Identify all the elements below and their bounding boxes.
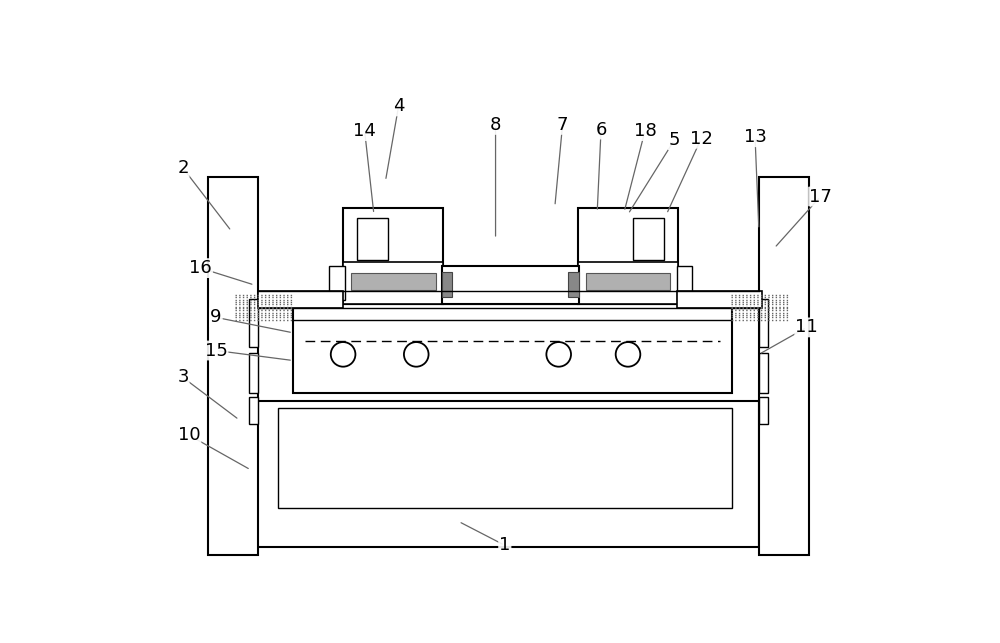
Bar [249,353,258,393]
Text: 6: 6 [595,120,607,138]
Text: 15: 15 [205,341,227,359]
Bar [329,266,345,300]
Bar [677,291,762,308]
Bar [278,408,732,509]
Text: 9: 9 [210,309,222,327]
Bar [442,272,452,296]
Text: 13: 13 [744,128,766,146]
Bar [249,299,258,347]
Text: 14: 14 [353,122,376,140]
Bar [759,353,768,393]
Bar [677,266,692,300]
Bar [759,299,768,347]
Text: 5: 5 [668,131,680,149]
Text: 3: 3 [177,368,189,386]
Text: 8: 8 [490,116,501,134]
Bar [586,273,670,290]
Bar [357,218,388,260]
Bar [568,272,579,296]
Bar [759,397,768,424]
Bar [343,208,443,304]
Bar [249,397,258,424]
Text: 10: 10 [178,426,200,444]
Bar [633,218,664,260]
Text: 2: 2 [177,159,189,177]
Bar [578,262,678,304]
Bar [351,273,436,290]
Text: 17: 17 [809,188,832,206]
Bar [208,177,258,554]
Text: 7: 7 [557,116,568,134]
Text: 4: 4 [393,98,404,116]
Text: 12: 12 [690,130,713,148]
Bar [578,208,678,304]
Text: 16: 16 [189,259,212,277]
Bar [759,177,809,554]
Bar [251,401,759,547]
Text: 18: 18 [634,122,656,140]
Bar [442,266,579,304]
Text: 11: 11 [795,318,818,336]
Text: 1: 1 [499,536,510,554]
Bar [343,262,443,304]
Bar [293,304,732,393]
Bar [258,291,343,308]
